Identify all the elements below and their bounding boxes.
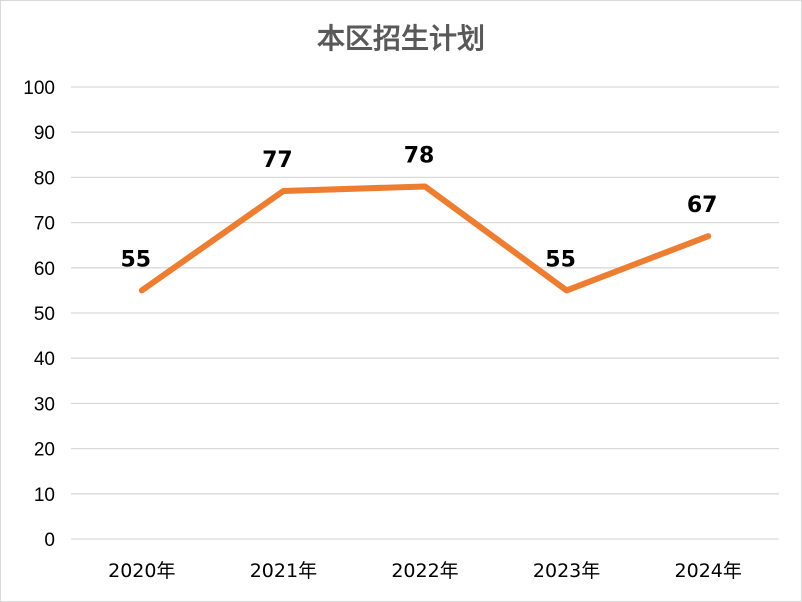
y-tick-label: 0	[44, 530, 55, 551]
x-tick-label: 2023年	[533, 560, 600, 582]
y-tick-label: 80	[34, 168, 55, 189]
data-labels: 55 77 78 55 67	[120, 143, 717, 272]
x-axis-ticks: 2020年 2021年 2022年 2023年 2024年	[108, 560, 742, 582]
series-line	[138, 183, 712, 294]
data-label: 67	[687, 193, 718, 218]
data-label: 78	[404, 143, 435, 168]
x-tick-label: 2021年	[250, 560, 317, 582]
data-label: 55	[545, 247, 576, 272]
gridlines	[71, 86, 779, 540]
x-tick-label: 2024年	[675, 560, 742, 582]
y-tick-label: 60	[34, 259, 55, 280]
y-tick-label: 10	[34, 485, 55, 506]
chart-title: 本区招生计划	[316, 22, 485, 55]
y-tick-label: 90	[34, 123, 55, 144]
y-tick-label: 30	[34, 394, 55, 415]
y-tick-label: 100	[23, 78, 55, 99]
y-tick-label: 70	[34, 214, 55, 235]
x-tick-label: 2020年	[108, 560, 175, 582]
data-label: 77	[262, 148, 293, 173]
data-label: 55	[120, 247, 151, 272]
y-axis-ticks: 0 10 20 30 40 50 60 70 80 90 100	[23, 78, 55, 551]
y-tick-label: 50	[34, 304, 55, 325]
y-tick-label: 20	[34, 440, 55, 461]
y-tick-label: 40	[34, 349, 55, 370]
x-tick-label: 2022年	[391, 560, 458, 582]
series-line-group	[138, 183, 712, 294]
